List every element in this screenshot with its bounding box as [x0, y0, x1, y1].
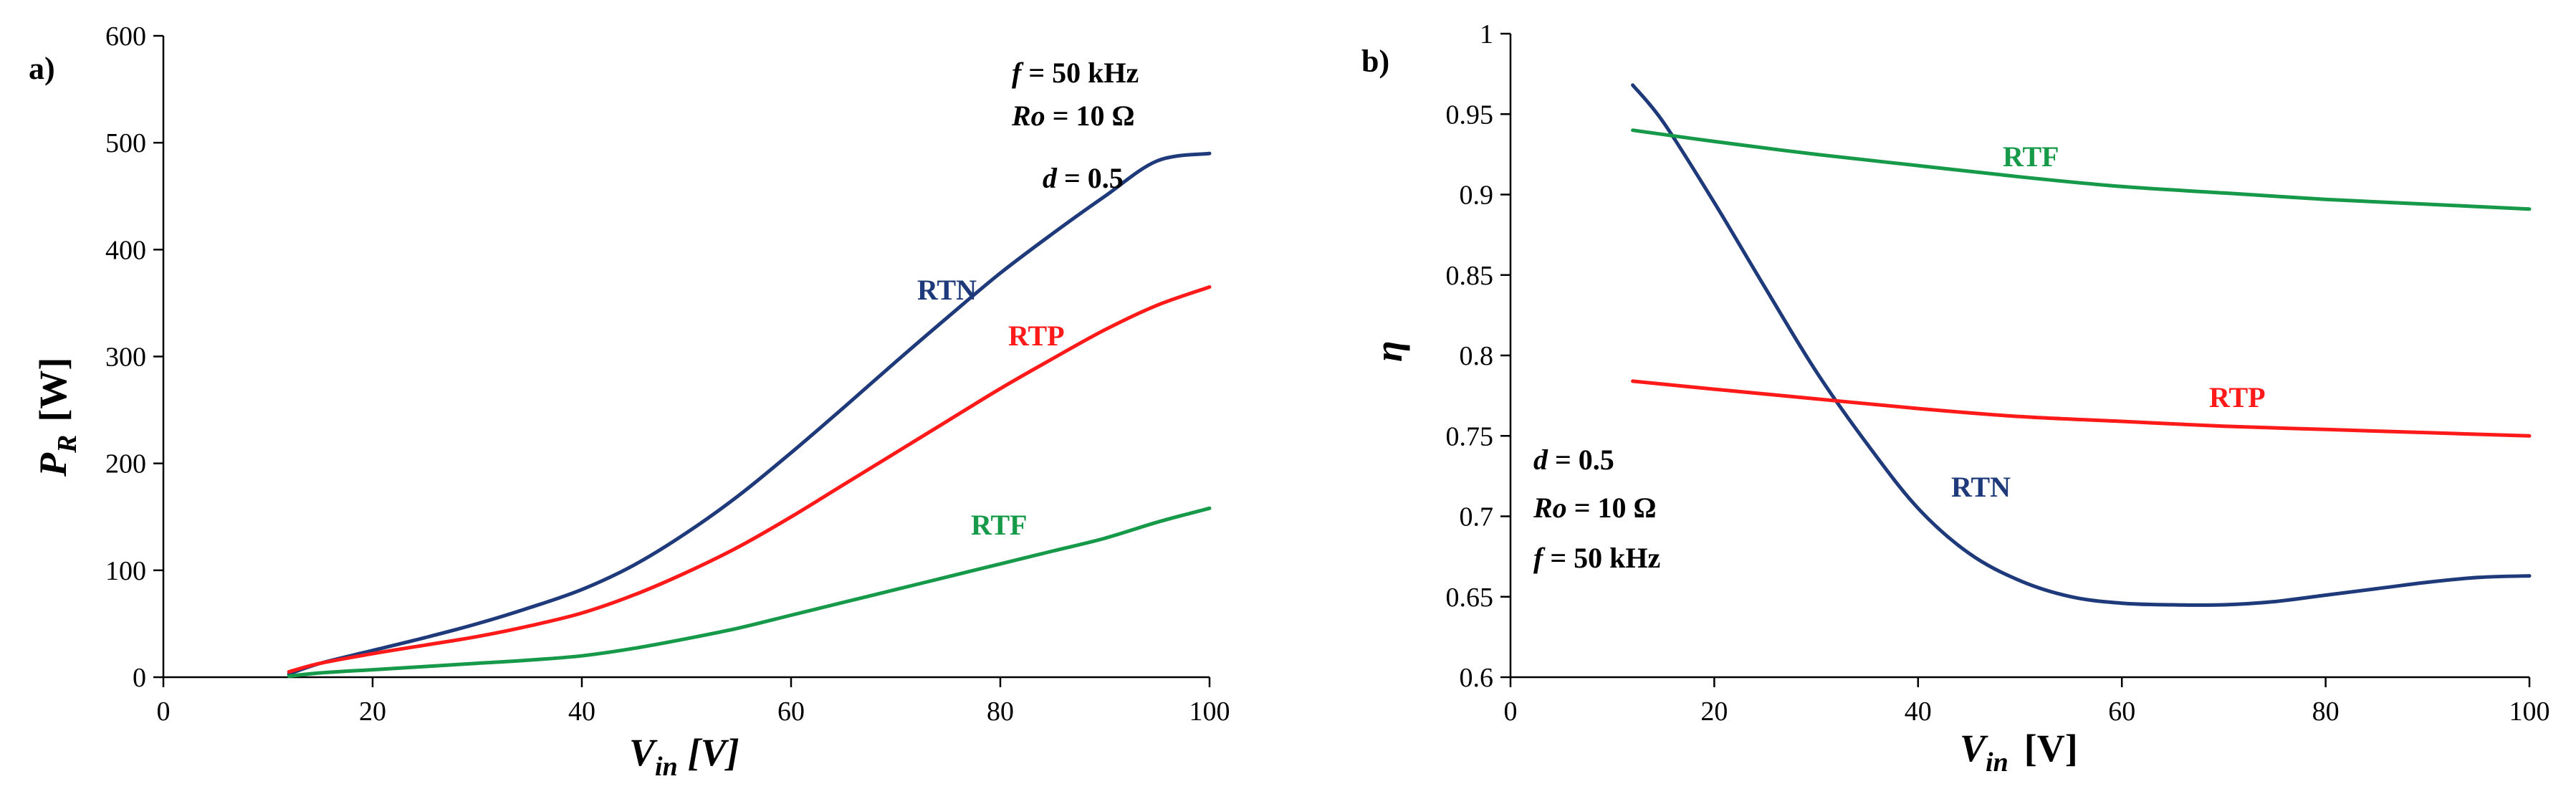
annotation-resistance-a: Ro = 10 Ω: [1011, 100, 1135, 132]
series-group-a: [287, 151, 1212, 678]
series-label-rtf-b: RTF: [2003, 140, 2059, 173]
y-tick-label: 0.7: [1460, 502, 1494, 532]
x-tick-label: 100: [2509, 697, 2550, 727]
x-axis-label-sub-a: in: [655, 752, 678, 782]
chart-panel-b: b) 0.6 0.65 0.7 0.75 0.8 0.85 0.9 0.95 1 0 20 40 60 8…: [1361, 19, 2550, 778]
axes-b: 0.6 0.65 0.7 0.75 0.8 0.85 0.9 0.95 1 0 20 40 60 80 10…: [1446, 19, 2550, 727]
series-group-b: [1631, 83, 2532, 607]
y-tick-label: 100: [105, 556, 146, 586]
series-line-rtn-a: [287, 151, 1212, 676]
series-label-rtp-a: RTP: [1008, 320, 1065, 352]
series-line-rtf-a: [287, 506, 1212, 678]
y-tick-label: 0.95: [1446, 100, 1494, 130]
x-axis-label-sub-b: in: [1986, 747, 2008, 778]
y-tick-label: 300: [105, 343, 146, 373]
x-tick-label: 40: [568, 697, 595, 727]
x-axis-label-unit-a: [V]: [688, 731, 739, 774]
series-label-rtn-b: RTN: [1951, 471, 2011, 503]
series-label-rtn-a: RTN: [917, 274, 977, 306]
x-axis-label-main-b: V: [1960, 727, 1988, 770]
y-tick-label: 600: [105, 21, 146, 52]
y-axis-label-unit-a: [W]: [32, 358, 75, 422]
y-tick-label: 1: [1480, 19, 1493, 49]
x-axis-label-main-a: V: [629, 731, 658, 774]
x-tick-label: 20: [1700, 697, 1728, 727]
series-line-rtn-b: [1631, 83, 2532, 607]
y-tick-label: 0: [133, 663, 146, 693]
annotation-resistance-b: Ro = 10 Ω: [1533, 492, 1657, 524]
y-tick-label: 0.85: [1446, 261, 1494, 291]
x-tick-label: 80: [987, 697, 1014, 727]
series-label-rtp-b: RTP: [2209, 381, 2266, 413]
x-axis-label-a: Vin [V]: [629, 731, 739, 782]
y-tick-label: 200: [105, 449, 146, 479]
axes-a: 0 100 200 300 400 500 600 0 20 40 60 80 100: [105, 21, 1230, 727]
y-tick-label: 400: [105, 235, 146, 265]
x-tick-label: 0: [157, 697, 171, 727]
series-line-rtp-b: [1631, 379, 2532, 438]
annotation-duty-a: d = 0.5: [1043, 162, 1124, 194]
series-line-rtp-a: [287, 285, 1212, 674]
panel-label-a: a): [29, 51, 55, 86]
x-tick-label: 60: [777, 697, 805, 727]
series-line-rtf-b: [1631, 128, 2532, 211]
x-tick-label: 60: [2108, 697, 2135, 727]
chart-panel-a: a) 0 100 200 300 400 500 600 0 20 40 60 80 100 PR [W]…: [29, 21, 1230, 782]
x-axis-label-b: Vin [V]: [1960, 727, 2078, 778]
y-tick-label: 0.75: [1446, 421, 1494, 451]
y-axis-label-sub-a: R: [52, 435, 82, 454]
y-axis-label-main-a: P: [32, 452, 75, 477]
x-tick-label: 0: [1504, 697, 1518, 727]
series-label-rtf-a: RTF: [971, 509, 1028, 541]
annotation-frequency-b: f = 50 kHz: [1533, 542, 1660, 574]
x-tick-label: 40: [1905, 697, 1932, 727]
y-axis-label-b: η: [1367, 340, 1410, 362]
y-tick-label: 500: [105, 128, 146, 158]
y-tick-label: 0.9: [1460, 181, 1494, 211]
x-tick-label: 20: [359, 697, 386, 727]
y-tick-label: 0.8: [1460, 341, 1494, 371]
y-tick-label: 0.6: [1460, 663, 1494, 693]
x-tick-label: 80: [2312, 697, 2340, 727]
x-axis-label-unit-b: [V]: [2024, 727, 2078, 770]
y-axis-label-a: PR [W]: [32, 358, 82, 477]
y-tick-label: 0.65: [1446, 583, 1494, 613]
annotation-duty-b: d = 0.5: [1533, 444, 1614, 476]
x-tick-label: 100: [1189, 697, 1230, 727]
annotation-frequency-a: f = 50 kHz: [1012, 57, 1139, 89]
panel-label-b: b): [1361, 44, 1389, 79]
